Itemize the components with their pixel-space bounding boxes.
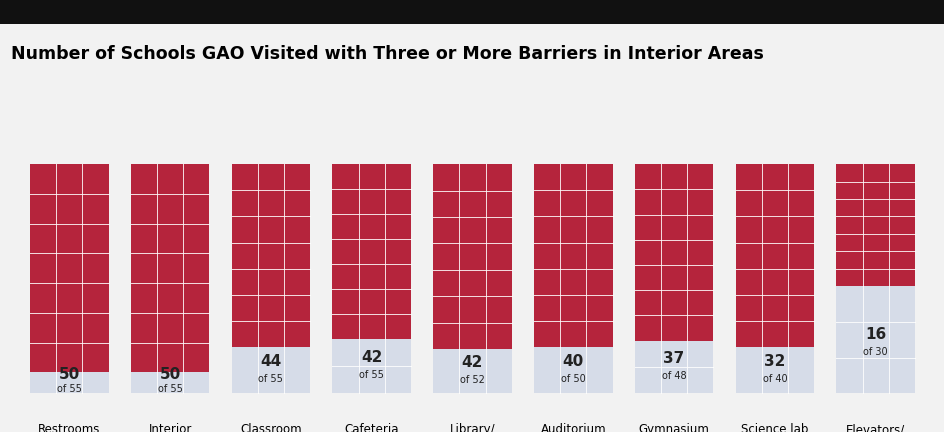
Text: Cafeteria: Cafeteria <box>344 423 398 432</box>
Text: Science lab: Science lab <box>740 423 808 432</box>
Text: 32: 32 <box>764 354 784 369</box>
Text: of 55: of 55 <box>359 370 383 380</box>
FancyBboxPatch shape <box>130 164 210 372</box>
FancyBboxPatch shape <box>332 164 411 339</box>
Text: of 50: of 50 <box>561 374 585 384</box>
Text: 50: 50 <box>160 368 180 382</box>
Text: 44: 44 <box>260 354 281 369</box>
Text: 50: 50 <box>59 368 80 382</box>
Text: Restrooms: Restrooms <box>38 423 100 432</box>
FancyBboxPatch shape <box>634 164 713 341</box>
Text: of 48: of 48 <box>661 371 685 381</box>
Text: 40: 40 <box>562 354 583 369</box>
Text: of 55: of 55 <box>259 374 283 384</box>
Text: of 55: of 55 <box>57 384 81 394</box>
FancyBboxPatch shape <box>533 164 612 347</box>
Text: Number of Schools GAO Visited with Three or More Barriers in Interior Areas: Number of Schools GAO Visited with Three… <box>11 45 764 64</box>
Text: Gymnasium: Gymnasium <box>638 423 709 432</box>
Text: of 55: of 55 <box>158 384 182 394</box>
Text: of 30: of 30 <box>863 346 887 356</box>
FancyBboxPatch shape <box>0 0 944 24</box>
FancyBboxPatch shape <box>734 347 814 393</box>
FancyBboxPatch shape <box>533 347 612 393</box>
Text: Library/
Media center: Library/ Media center <box>433 423 511 432</box>
FancyBboxPatch shape <box>634 341 713 393</box>
Text: Classroom: Classroom <box>240 423 301 432</box>
FancyBboxPatch shape <box>734 164 814 347</box>
FancyBboxPatch shape <box>432 349 512 393</box>
FancyBboxPatch shape <box>231 164 310 347</box>
Text: Auditorium: Auditorium <box>540 423 605 432</box>
FancyBboxPatch shape <box>30 372 109 393</box>
FancyBboxPatch shape <box>30 164 109 372</box>
Text: 37: 37 <box>663 351 684 366</box>
Text: 16: 16 <box>864 327 885 342</box>
FancyBboxPatch shape <box>432 164 512 349</box>
FancyBboxPatch shape <box>130 372 210 393</box>
Text: of 40: of 40 <box>762 374 786 384</box>
Text: 42: 42 <box>361 350 382 365</box>
FancyBboxPatch shape <box>231 347 310 393</box>
FancyBboxPatch shape <box>332 339 411 393</box>
FancyBboxPatch shape <box>835 286 914 393</box>
Text: Interior
doors: Interior doors <box>148 423 192 432</box>
Text: 42: 42 <box>462 355 482 370</box>
Text: Elevators/
Platform lifts: Elevators/ Platform lifts <box>837 423 912 432</box>
FancyBboxPatch shape <box>835 164 914 286</box>
Text: of 52: of 52 <box>460 375 484 385</box>
